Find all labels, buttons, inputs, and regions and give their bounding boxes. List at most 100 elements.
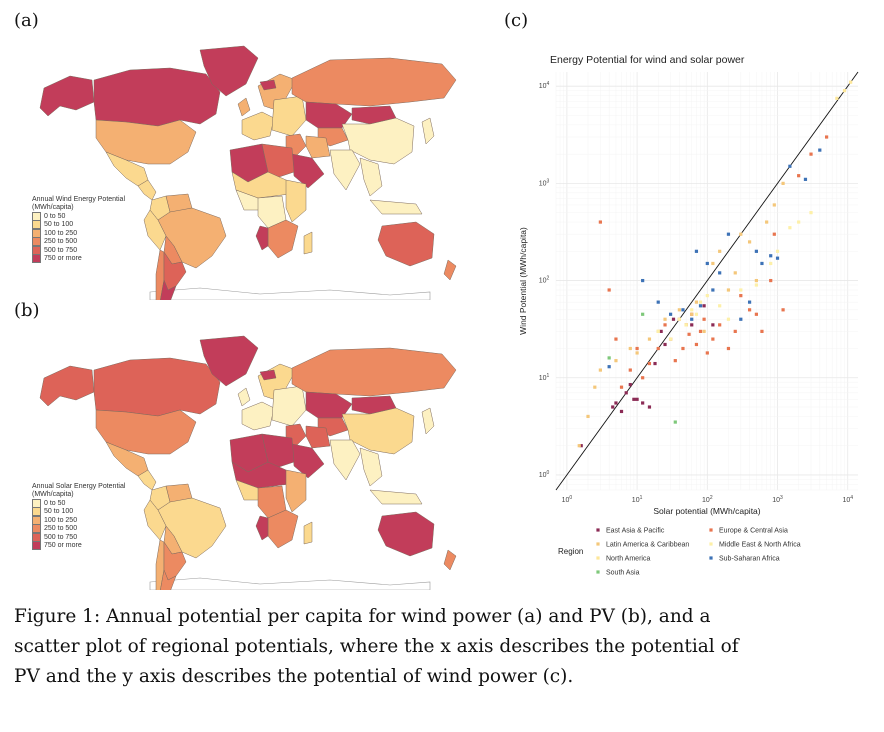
legend-label: 250 to 500 bbox=[44, 525, 78, 533]
data-point bbox=[769, 278, 773, 283]
data-point bbox=[765, 220, 769, 224]
data-point bbox=[739, 317, 743, 321]
map-region-greenland bbox=[199, 45, 259, 97]
map-region-southeast-asia bbox=[359, 157, 383, 197]
y-tick-exponent: 1 bbox=[547, 373, 550, 379]
x-tick-exponent: 0 bbox=[569, 495, 572, 501]
map-region-eastern-europe bbox=[271, 385, 307, 427]
panel-label-c: (c) bbox=[504, 10, 529, 31]
data-point bbox=[619, 385, 624, 389]
y-tick-exponent: 3 bbox=[547, 178, 550, 184]
solar-legend-item: 100 to 250 bbox=[32, 515, 125, 525]
map-region-canada bbox=[93, 67, 221, 127]
legend-swatch bbox=[32, 541, 41, 551]
energy-potential-scatter: Energy Potential for wind and solar powe… bbox=[518, 54, 859, 577]
data-point bbox=[607, 365, 611, 369]
x-tick-exponent: 4 bbox=[850, 495, 853, 501]
data-point bbox=[754, 283, 758, 287]
map-region-alaska bbox=[39, 365, 95, 407]
data-point bbox=[628, 368, 632, 372]
data-point bbox=[681, 308, 685, 312]
x-tick-exponent: 1 bbox=[640, 495, 643, 501]
legend-entry: Europe & Central Asia bbox=[719, 528, 788, 535]
data-point bbox=[607, 356, 611, 360]
map-region-china bbox=[341, 117, 415, 165]
data-point bbox=[788, 164, 792, 168]
data-point bbox=[769, 261, 773, 266]
data-point bbox=[739, 288, 743, 292]
data-point bbox=[775, 249, 780, 253]
solar-legend-title: Annual Solar Energy Potential bbox=[32, 483, 126, 490]
data-point bbox=[705, 351, 709, 355]
map-region-namibia-botswana bbox=[255, 225, 269, 251]
data-point bbox=[628, 383, 632, 387]
caption-line: Figure 1: Annual potential per capita fo… bbox=[14, 606, 711, 627]
map-region-iceland bbox=[259, 79, 277, 91]
map-region-australia bbox=[377, 511, 435, 557]
data-point bbox=[825, 135, 829, 139]
data-point bbox=[671, 317, 676, 321]
data-point bbox=[586, 414, 590, 419]
data-point bbox=[663, 317, 667, 321]
data-point bbox=[702, 317, 706, 321]
map-region-alaska bbox=[39, 75, 95, 117]
data-point bbox=[760, 261, 764, 266]
y-tick-label: 102 bbox=[539, 276, 550, 285]
data-point bbox=[607, 288, 611, 292]
data-point bbox=[705, 261, 709, 266]
legend-key bbox=[596, 556, 600, 560]
data-point bbox=[835, 96, 839, 100]
data-point bbox=[635, 346, 639, 351]
data-point bbox=[677, 317, 681, 321]
data-point bbox=[754, 278, 758, 283]
map-region-iran bbox=[305, 135, 331, 159]
map-region-madagascar bbox=[303, 521, 313, 545]
legend-swatch bbox=[32, 254, 41, 264]
data-point bbox=[641, 312, 645, 316]
data-point bbox=[711, 288, 715, 292]
legend-key bbox=[596, 528, 600, 532]
data-point bbox=[726, 288, 731, 292]
legend-entry: South Asia bbox=[606, 570, 640, 577]
data-point bbox=[797, 174, 801, 178]
data-point bbox=[673, 359, 677, 363]
y-axis-label: Wind Potential (MWh/capita) bbox=[518, 227, 528, 335]
data-point bbox=[718, 271, 722, 275]
data-point bbox=[673, 420, 677, 424]
data-point bbox=[747, 308, 752, 312]
wind-legend-item: 500 to 750 bbox=[32, 245, 125, 255]
data-point bbox=[641, 278, 645, 283]
data-point bbox=[635, 351, 639, 355]
data-point bbox=[711, 337, 715, 341]
map-region-namibia-botswana bbox=[255, 515, 269, 541]
x-tick-label: 103 bbox=[772, 495, 783, 504]
wind-legend-item: 0 to 50 bbox=[32, 211, 125, 221]
wind-legend-item: 250 to 500 bbox=[32, 237, 125, 247]
map-region-russia bbox=[291, 57, 457, 107]
data-point bbox=[656, 329, 660, 333]
data-point bbox=[747, 240, 752, 244]
data-point bbox=[733, 271, 737, 275]
data-point bbox=[775, 256, 780, 260]
map-region-central-america bbox=[137, 179, 157, 201]
map-region-indonesia bbox=[369, 199, 423, 215]
data-point bbox=[690, 308, 694, 312]
data-point bbox=[684, 323, 688, 327]
data-point bbox=[641, 401, 645, 405]
legend-key bbox=[709, 528, 713, 532]
legend-entry: Latin America & Caribbean bbox=[606, 542, 689, 549]
map-region-japan bbox=[421, 117, 435, 145]
data-point bbox=[803, 177, 808, 181]
data-point bbox=[772, 203, 776, 207]
data-point bbox=[641, 376, 645, 380]
data-point bbox=[614, 359, 618, 363]
figure-caption: Figure 1: Annual potential per capita fo… bbox=[14, 602, 874, 692]
map-region-india bbox=[329, 439, 361, 481]
data-point bbox=[797, 220, 801, 224]
legend-label: 250 to 500 bbox=[44, 238, 78, 246]
data-point bbox=[694, 249, 699, 253]
data-point bbox=[694, 300, 699, 304]
data-point bbox=[698, 304, 703, 308]
map-region-new-zealand bbox=[443, 549, 457, 571]
data-point bbox=[747, 300, 752, 304]
